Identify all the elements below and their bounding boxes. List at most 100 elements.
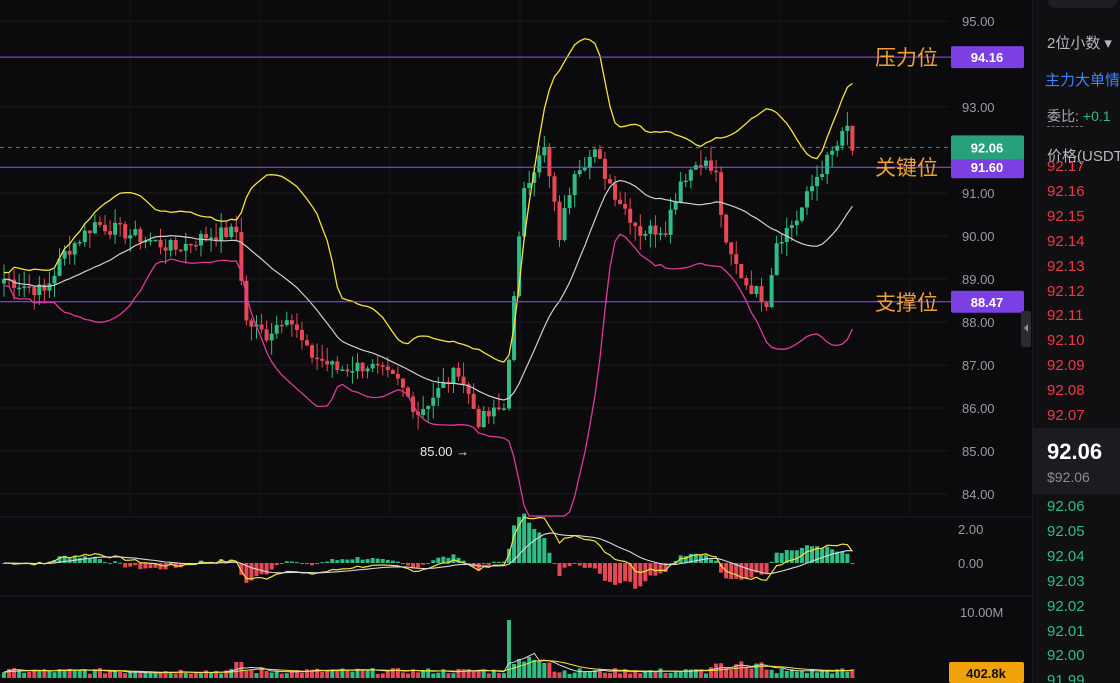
- volume-bar: [284, 673, 289, 678]
- macd-bar: [618, 563, 623, 584]
- ask-price[interactable]: 92.10: [1047, 332, 1085, 350]
- bollinger-middle-line: [3, 179, 853, 401]
- candle-body: [815, 176, 820, 187]
- candle-body: [557, 201, 562, 241]
- macd-bar: [421, 563, 426, 565]
- level-price-tag-1: [951, 156, 1024, 179]
- macd-bar: [97, 559, 102, 563]
- volume-bar: [32, 669, 37, 678]
- main-order-tab[interactable]: 主力大单情: [1045, 72, 1120, 89]
- volume-bar: [481, 669, 486, 678]
- macd-bar: [451, 554, 456, 563]
- volume-bar: [643, 670, 648, 678]
- macd-bar: [759, 563, 764, 575]
- ask-price[interactable]: 92.17: [1047, 158, 1085, 175]
- ask-price[interactable]: 92.08: [1047, 382, 1085, 400]
- candle-body: [820, 173, 825, 177]
- ask-price[interactable]: 92.14: [1047, 232, 1085, 250]
- order-ratio: 委比: +0.1: [1047, 106, 1111, 126]
- macd-bar: [784, 550, 789, 563]
- volume-bar: [47, 670, 52, 678]
- macd-bar: [315, 563, 320, 564]
- candle-body: [709, 160, 713, 171]
- top-toggle-button[interactable]: [1047, 0, 1117, 8]
- ask-price[interactable]: 92.09: [1047, 357, 1085, 375]
- candle-body: [481, 410, 486, 428]
- volume-bars: [2, 620, 855, 678]
- ask-price[interactable]: 92.07: [1047, 407, 1085, 424]
- panel-collapse-handle[interactable]: [1021, 311, 1031, 347]
- macd-bar: [613, 563, 618, 585]
- volume-bar: [2, 672, 6, 678]
- decimal-selector[interactable]: 2位小数 ▾: [1047, 32, 1112, 53]
- macd-bar: [269, 563, 274, 570]
- volume-bar: [486, 673, 491, 678]
- bid-price[interactable]: 91.99: [1047, 672, 1085, 683]
- volume-bar: [370, 668, 375, 678]
- candle-body: [158, 239, 163, 248]
- volume-bar: [517, 659, 522, 678]
- volume-bar: [744, 667, 749, 678]
- macd-bar: [602, 563, 607, 581]
- candle-body: [269, 333, 274, 341]
- macd-bar: [148, 563, 153, 569]
- candle-body: [264, 329, 269, 341]
- price-chart[interactable]: 95.00 93.00 91.00 90.00 89.00 88.00 87.00 86.00…: [0, 0, 1032, 683]
- y-tick-label: 89.00: [962, 272, 995, 287]
- macd-bar: [587, 563, 592, 568]
- bid-price[interactable]: 92.01: [1047, 622, 1085, 640]
- candle-body: [113, 222, 118, 235]
- candle-body: [365, 368, 370, 372]
- volume-bar: [774, 673, 779, 678]
- volume-bar: [794, 671, 799, 678]
- candle-body: [592, 149, 597, 157]
- candle-body: [209, 237, 214, 240]
- candle-body: [830, 150, 835, 155]
- candle-body: [613, 183, 618, 200]
- candle-body: [274, 324, 279, 334]
- candle-body: [67, 250, 72, 255]
- volume-bar: [204, 670, 208, 678]
- ratio-underline: [1047, 126, 1083, 127]
- candle-body: [744, 278, 749, 286]
- volume-bar: [784, 670, 789, 678]
- bid-price[interactable]: 92.00: [1047, 647, 1085, 665]
- macd-bar: [345, 559, 350, 563]
- volume-bar: [77, 669, 82, 678]
- candle-body: [602, 158, 607, 179]
- volume-bar: [769, 669, 774, 678]
- bid-price[interactable]: 92.02: [1047, 597, 1085, 615]
- macd-bar: [380, 559, 385, 563]
- bid-price[interactable]: 92.04: [1047, 547, 1085, 565]
- volume-bar: [259, 668, 264, 678]
- ask-price[interactable]: 92.15: [1047, 207, 1085, 225]
- ask-price[interactable]: 92.16: [1047, 182, 1085, 200]
- macd-bar: [527, 522, 532, 563]
- bid-price[interactable]: 92.06: [1047, 498, 1085, 515]
- volume-bar: [128, 671, 133, 678]
- volume-bar: [219, 673, 224, 678]
- macd-bar: [658, 563, 663, 574]
- candle-body: [643, 233, 648, 236]
- macd-bar: [562, 563, 567, 568]
- last-price: 92.06: [1047, 439, 1103, 464]
- macd-bar: [698, 555, 703, 563]
- volume-bar: [602, 672, 607, 678]
- candle-body: [522, 187, 527, 237]
- ask-price[interactable]: 92.12: [1047, 282, 1085, 300]
- ask-price[interactable]: 92.13: [1047, 257, 1085, 275]
- ask-price[interactable]: 92.11: [1047, 307, 1084, 325]
- candle-body: [779, 242, 784, 244]
- macd-bar: [446, 557, 451, 563]
- volume-bar: [678, 671, 683, 678]
- candle-body: [92, 222, 97, 234]
- macd-bar: [330, 559, 335, 563]
- bid-price[interactable]: 92.03: [1047, 572, 1085, 590]
- volume-bar: [254, 673, 259, 678]
- bid-price[interactable]: 92.05: [1047, 522, 1085, 540]
- candle-body: [794, 220, 799, 226]
- volume-bar: [355, 668, 360, 678]
- macd-bar: [734, 563, 739, 579]
- macd-bar: [688, 553, 693, 563]
- candle-body: [315, 357, 320, 360]
